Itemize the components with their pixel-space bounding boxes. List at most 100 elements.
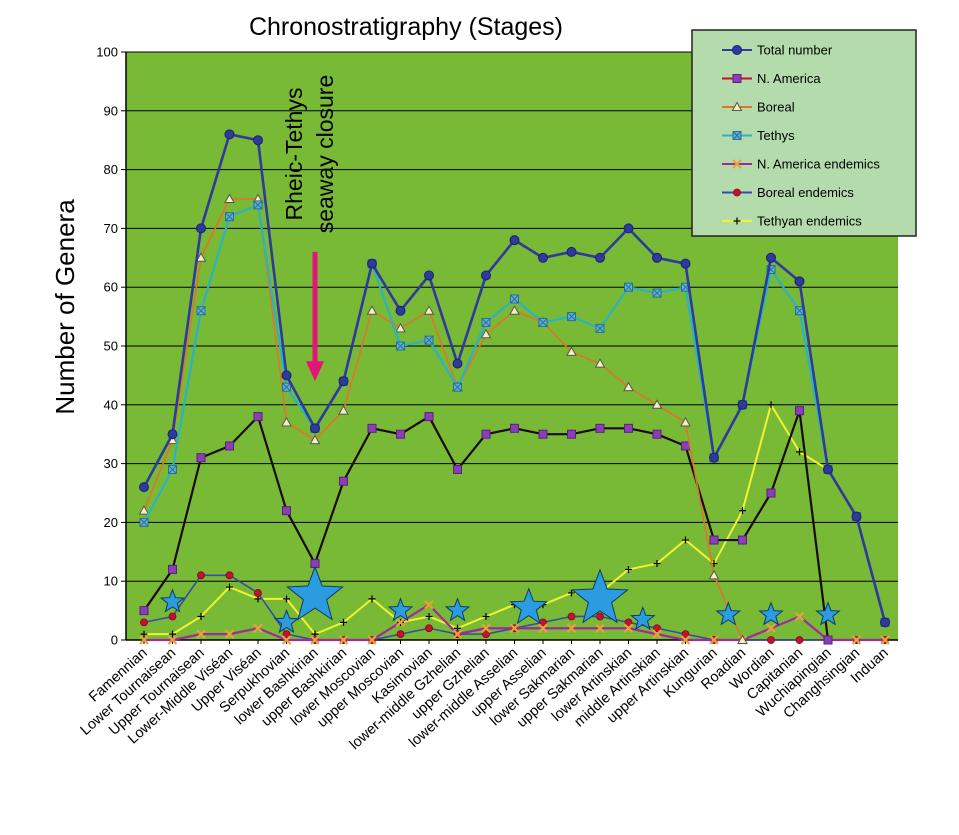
data-point <box>733 188 741 197</box>
marker-shape <box>310 423 320 434</box>
marker-shape <box>823 635 833 645</box>
marker-shape <box>196 223 206 234</box>
legend-label: Total number <box>757 43 833 58</box>
data-point <box>595 623 605 634</box>
marker-shape <box>367 423 377 433</box>
star-marker <box>629 605 656 631</box>
data-point <box>283 595 290 603</box>
data-point <box>140 618 148 627</box>
marker-shape <box>566 346 577 356</box>
data-point <box>338 376 349 387</box>
data-point <box>138 505 150 515</box>
data-point <box>623 223 634 234</box>
data-point <box>624 618 633 627</box>
star-marker <box>815 601 841 626</box>
data-point <box>281 370 292 381</box>
marker-shape <box>168 564 177 574</box>
marker-shape <box>623 223 634 234</box>
data-point <box>197 612 205 620</box>
marker-shape <box>709 452 719 463</box>
data-point <box>425 612 433 620</box>
marker-shape <box>395 617 406 628</box>
marker-shape <box>482 630 490 639</box>
marker-shape <box>225 441 234 451</box>
legend-label: N. America endemics <box>757 157 880 172</box>
y-tick-label: 10 <box>104 574 118 589</box>
star-marker <box>758 601 784 626</box>
marker-cross <box>196 306 206 316</box>
marker-shape <box>567 612 576 621</box>
data-point <box>652 252 662 263</box>
marker-shape <box>567 429 576 439</box>
data-point <box>795 406 804 416</box>
star-marker <box>509 587 549 625</box>
data-point <box>651 399 663 409</box>
marker-shape <box>396 630 405 639</box>
marker-shape <box>453 464 462 474</box>
data-point <box>281 416 292 427</box>
data-point <box>482 612 490 620</box>
marker-shape <box>139 606 149 616</box>
data-point <box>733 217 741 225</box>
series-n-america <box>139 406 833 645</box>
legend: Total number N. America Boreal Tethys N. Ame… <box>691 29 917 237</box>
marker-cross <box>139 518 149 527</box>
marker-shape <box>254 589 262 597</box>
y-axis-label: Number of Genera <box>50 199 80 415</box>
y-tick-label: 80 <box>104 162 118 177</box>
chart-title: Chronostratigraphy (Stages) <box>249 13 563 41</box>
series-tethyan-endemics <box>140 401 832 638</box>
y-tick-label: 60 <box>104 280 118 295</box>
data-point <box>139 482 149 493</box>
data-point <box>197 571 205 580</box>
data-point <box>253 412 263 422</box>
data-point <box>681 441 690 451</box>
marker-shape <box>731 101 743 111</box>
data-point <box>225 571 234 580</box>
data-point <box>367 423 377 433</box>
marker-shape <box>538 623 548 634</box>
marker-shape <box>733 188 741 197</box>
series-total-number <box>139 129 890 628</box>
data-point <box>195 252 207 262</box>
data-point <box>653 624 661 633</box>
y-tick-label: 20 <box>104 515 118 530</box>
data-point <box>624 282 633 292</box>
legend-label: Tethys <box>757 128 795 143</box>
data-point <box>595 252 605 263</box>
marker-shape <box>195 252 207 262</box>
marker-shape <box>510 423 519 433</box>
data-point <box>766 252 776 263</box>
data-point <box>625 565 632 573</box>
marker-shape <box>396 429 405 439</box>
marker-cross <box>510 294 519 304</box>
data-point <box>567 312 576 322</box>
data-point <box>680 416 691 427</box>
data-point <box>538 317 548 327</box>
legend-item: Boreal <box>722 100 795 115</box>
marker-cross <box>481 318 491 327</box>
y-tick-label: 100 <box>96 45 118 60</box>
data-point <box>366 305 378 315</box>
marker-shape <box>538 429 548 439</box>
data-point <box>139 517 149 527</box>
marker-shape <box>339 476 348 486</box>
marker-shape <box>766 252 776 263</box>
data-point <box>538 252 548 263</box>
marker-shape <box>680 416 691 427</box>
data-point <box>396 630 405 639</box>
data-point <box>481 429 491 439</box>
marker-shape <box>281 370 292 381</box>
marker-shape <box>253 623 263 634</box>
marker-shape <box>482 612 490 620</box>
data-point <box>566 346 577 356</box>
data-point <box>510 294 519 304</box>
marker-cross <box>732 131 742 140</box>
marker-shape <box>338 635 349 645</box>
marker-shape <box>140 630 148 638</box>
data-point <box>566 246 577 257</box>
legend-label: N. America <box>757 71 821 86</box>
marker-shape <box>596 612 604 621</box>
marker-shape <box>368 595 376 603</box>
marker-shape <box>767 636 775 644</box>
